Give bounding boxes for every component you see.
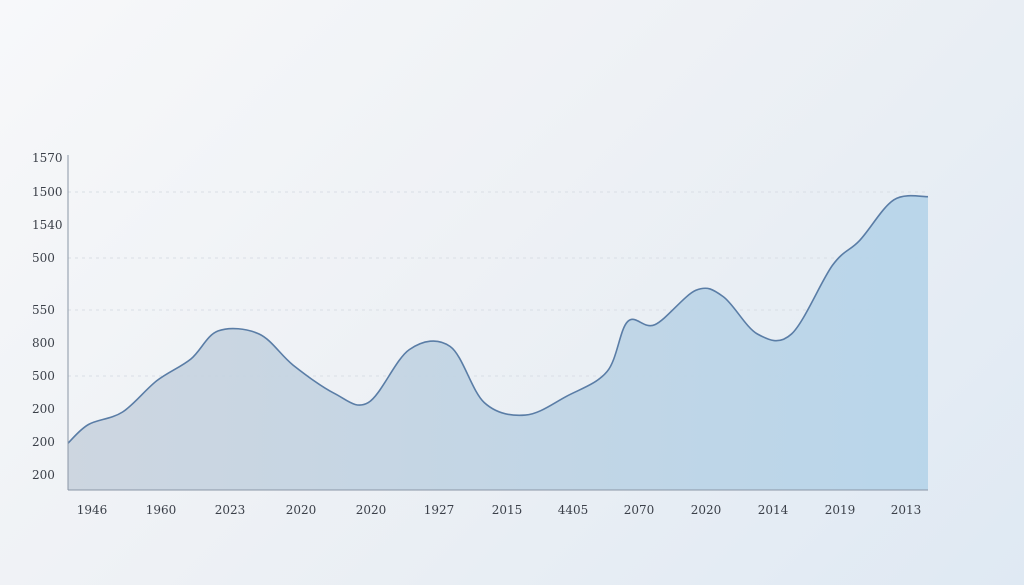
y-tick-label: 1540 (32, 218, 63, 232)
y-tick-label: 200 (32, 402, 55, 416)
x-tick-label: 2070 (624, 503, 655, 517)
x-tick-label: 2023 (215, 503, 246, 517)
y-tick-label: 800 (32, 336, 55, 350)
y-tick-label: 500 (32, 251, 55, 265)
x-tick-label: 2020 (691, 503, 722, 517)
area-series (67, 194, 929, 490)
x-tick-label: 2015 (492, 503, 523, 517)
y-tick-labels: 1570 1500 1540 500 550 800 500 200 200 200 (32, 151, 63, 482)
y-tick-label: 550 (32, 303, 55, 317)
y-tick-label: 1570 (32, 151, 63, 165)
series-line (67, 194, 929, 444)
x-tick-labels: 1946 1960 2023 2020 2020 1927 2015 4405 2070 2020… (77, 503, 922, 517)
x-tick-label: 1946 (77, 503, 108, 517)
x-tick-label: 1960 (146, 503, 177, 517)
x-tick-label: 2014 (758, 503, 789, 517)
x-tick-label: 2020 (356, 503, 387, 517)
x-tick-label: 2013 (891, 503, 922, 517)
y-tick-label: 500 (32, 369, 55, 383)
x-tick-label: 2019 (825, 503, 856, 517)
y-tick-label: 200 (32, 468, 55, 482)
area-fill (68, 195, 928, 490)
x-tick-label: 4405 (558, 503, 589, 517)
axes (67, 155, 928, 491)
x-tick-label: 1927 (424, 503, 455, 517)
y-tick-label: 1500 (32, 185, 63, 199)
y-tick-label: 200 (32, 435, 55, 449)
x-tick-label: 2020 (286, 503, 317, 517)
